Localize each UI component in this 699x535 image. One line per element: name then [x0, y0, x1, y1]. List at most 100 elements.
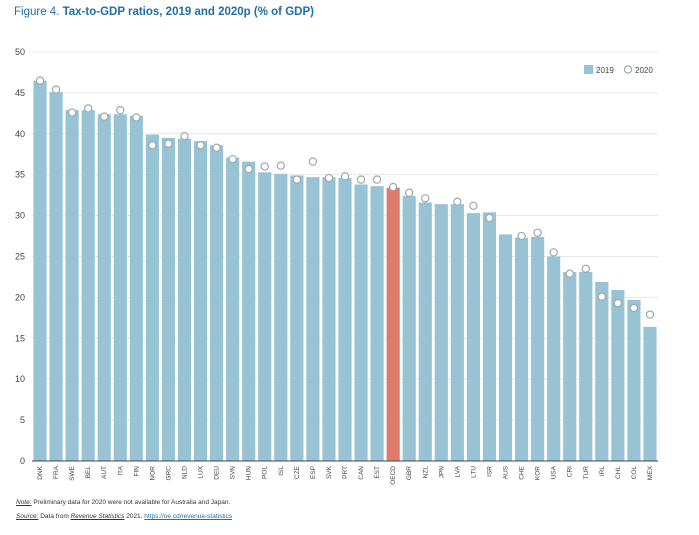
note-label: Note: — [16, 499, 32, 506]
bar-chl — [611, 290, 625, 461]
marker-grc — [164, 139, 173, 148]
y-tick-label: 50 — [15, 47, 25, 57]
legend-label-2020: 2020 — [635, 66, 653, 75]
marker-deu — [212, 143, 221, 152]
y-tick-label: 30 — [15, 211, 25, 221]
y-tick-label: 0 — [20, 456, 25, 466]
legend-label-2019: 2019 — [596, 66, 614, 75]
source-publication: Revenue Statistics — [70, 513, 125, 520]
bar-kor — [531, 236, 545, 461]
bar-aut — [97, 114, 111, 461]
marker-svn — [228, 154, 237, 164]
marker-mex — [645, 310, 655, 319]
x-tick-label: CAN — [358, 466, 365, 480]
x-tick-label: AUT — [101, 466, 108, 479]
marker-che — [517, 231, 526, 241]
y-tick-label: 15 — [15, 333, 25, 343]
marker-est — [372, 175, 382, 184]
legend-marker-2020 — [623, 65, 633, 74]
bar-dnk — [33, 80, 47, 461]
bar-aus — [498, 234, 513, 461]
x-tick-label: BEL — [85, 466, 92, 479]
bar-can — [354, 184, 368, 462]
x-tick-label: ISR — [486, 466, 493, 477]
marker-pol — [260, 162, 269, 171]
bar-fin — [129, 115, 143, 461]
legend-swatch-2019 — [584, 65, 593, 74]
source-label: Source: — [16, 513, 39, 520]
chart-note: Note: Preliminary data for 2020 were not… — [16, 499, 230, 506]
marker-bel — [83, 104, 93, 113]
bar-bel — [81, 110, 95, 461]
marker-prt — [340, 172, 350, 181]
bar-cze — [290, 175, 304, 461]
marker-hun — [244, 164, 253, 174]
y-tick-label: 45 — [15, 88, 25, 98]
x-tick-label: EST — [374, 466, 381, 479]
bar-est — [370, 186, 384, 462]
bar-nzl — [418, 202, 432, 461]
bar-ltu — [466, 213, 480, 461]
x-tick-label: AUS — [503, 465, 510, 479]
y-tick-label: 10 — [15, 374, 25, 384]
x-tick-label: MEX — [647, 465, 654, 480]
bar-tur — [579, 272, 593, 461]
bar-swe — [65, 110, 79, 461]
source-text-1: Data from — [38, 513, 71, 520]
x-tick-label: CHE — [519, 465, 526, 479]
x-tick-label: SVK — [326, 465, 333, 479]
marker-usa — [549, 248, 558, 257]
bar-che — [514, 237, 529, 461]
bar-grc — [161, 137, 176, 461]
bar-lux — [193, 141, 208, 462]
x-axis: DNK FRA SWE BEL AUT ITA FIN NOR GRC NLD LUX DEU SVN H… — [37, 465, 654, 484]
x-tick-label: NLD — [181, 466, 188, 479]
bar-isr — [482, 212, 497, 461]
marker-oecd — [388, 182, 398, 192]
y-tick-label: 40 — [15, 129, 25, 139]
marker-fin — [132, 113, 141, 122]
x-tick-label: SWE — [69, 465, 76, 480]
figure-title: Figure 4. Tax-to-GDP ratios, 2019 and 20… — [14, 6, 314, 18]
x-tick-label: COL — [631, 466, 638, 480]
bar-oecd — [386, 187, 400, 461]
y-tick-label: 5 — [20, 415, 25, 425]
bar-nld — [177, 138, 192, 461]
marker-nzl — [421, 194, 430, 203]
marker-cri — [565, 269, 574, 278]
x-tick-label: LTU — [470, 466, 477, 478]
marker-isr — [485, 213, 494, 223]
bar-ita — [113, 114, 127, 461]
bar-mex — [643, 326, 657, 461]
x-tick-label: ISL — [278, 466, 285, 476]
marker-chl — [613, 298, 623, 308]
marker-dnk — [35, 76, 45, 85]
x-tick-label: POL — [262, 466, 269, 479]
source-link[interactable]: https://oe.cd/revenue-statistics — [144, 513, 233, 520]
marker-svk — [324, 173, 334, 183]
marker-ita — [116, 105, 125, 115]
note-text: Preliminary data for 2020 were not avail… — [31, 499, 231, 506]
x-tick-label: FIN — [133, 466, 140, 477]
marker-nld — [180, 132, 189, 141]
marker-ltu — [469, 201, 478, 210]
marker-swe — [67, 108, 77, 117]
marker-nor — [148, 141, 157, 150]
x-tick-label: JPN — [438, 466, 445, 479]
legend: 2019 2020 — [584, 65, 653, 75]
x-tick-label: PRT — [342, 466, 349, 479]
x-tick-label: CZE — [294, 465, 301, 479]
bar-pol — [258, 172, 272, 461]
figure-label: Figure 4. — [14, 6, 60, 18]
bar-fra — [49, 92, 63, 461]
bar-gbr — [402, 195, 416, 461]
marker-gbr — [405, 188, 414, 197]
x-tick-label: CRI — [567, 466, 574, 477]
x-tick-label: DNK — [37, 465, 44, 479]
bar-nor — [145, 134, 159, 462]
bar-lva — [450, 204, 464, 461]
bar-esp — [306, 177, 320, 462]
bar-svk — [322, 177, 336, 462]
bar-isl — [274, 173, 288, 461]
bar-col — [627, 299, 641, 461]
